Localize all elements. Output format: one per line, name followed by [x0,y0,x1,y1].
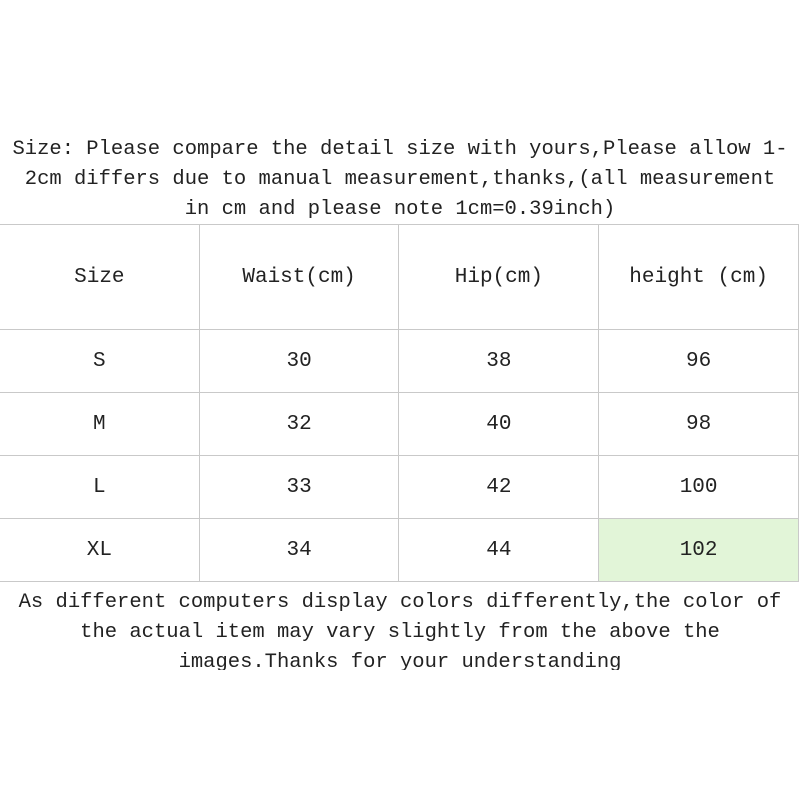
table-row: M 32 40 98 [0,392,799,456]
table-cell: 98 [598,392,799,456]
size-table: Size Waist(cm) Hip(cm) height (cm) S 30 38 96 M 3… [0,224,799,582]
table-cell: 42 [398,455,600,519]
table-cell: 102 [598,518,799,582]
header-cell: Size [0,224,200,330]
table-cell: S [0,329,200,393]
table-row: XL 34 44 102 [0,518,799,582]
table-cell: XL [0,518,200,582]
intro-line: 2cm differs due to manual measurement,th… [24,168,776,191]
table-cell: 32 [198,392,400,456]
table-cell: L [0,455,200,519]
intro: Size: Please compare the detail size wit… [0,135,800,225]
header-cell: height (cm) [598,224,799,330]
table-row: S 30 38 96 [0,329,799,393]
header-row: Size Waist(cm) Hip(cm) height (cm) [0,224,799,330]
footer: As different computers display colors di… [0,588,800,670]
table-cell: 40 [398,392,600,456]
table-cell: 100 [598,455,799,519]
header-cell: Hip(cm) [398,224,600,330]
table-cell: 44 [398,518,600,582]
table-cell: M [0,392,200,456]
table-cell: 38 [398,329,600,393]
footer-line: As different computers display colors di… [18,591,782,614]
intro-line: Size: Please compare the detail size wit… [12,138,788,161]
table-cell: 33 [198,455,400,519]
footer-line: the actual item may vary slightly from t… [80,621,720,644]
table-cell: 30 [198,329,400,393]
intro-line: in cm and please note 1cm=0.39inch) [184,198,616,221]
table-row: L 33 42 100 [0,455,799,519]
table-cell: 96 [598,329,799,393]
table-cell: 34 [198,518,400,582]
footer-line: images.Thanks for your understanding [178,651,622,670]
header-cell: Waist(cm) [198,224,400,330]
